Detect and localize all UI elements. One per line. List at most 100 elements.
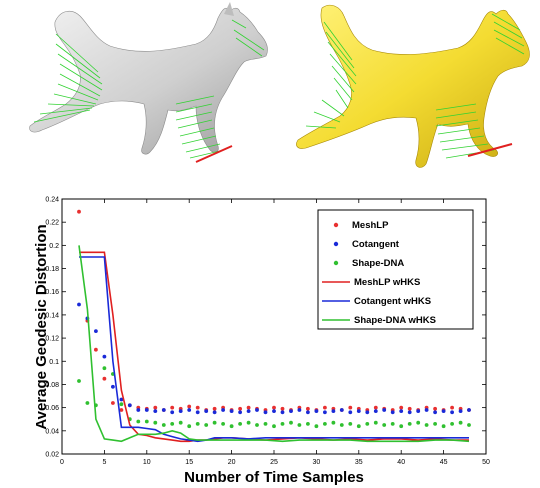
data-point-shape-dna	[441, 424, 446, 429]
data-point-shape-dna	[323, 422, 327, 426]
x-tick-label: 30	[313, 459, 321, 466]
data-point-cotangent	[272, 409, 276, 413]
data-point-shape-dna	[289, 420, 293, 425]
data-point-meshlp	[246, 405, 251, 410]
data-point-meshlp	[170, 405, 175, 410]
data-point-cotangent	[424, 408, 429, 412]
data-point-shape-dna	[229, 424, 234, 429]
data-point-cotangent	[441, 409, 446, 413]
series-line-meshlp-whks	[79, 251, 469, 443]
data-point-shape-dna	[136, 419, 141, 424]
data-point-shape-dna	[212, 420, 217, 425]
legend-label-shape-dna-whks: Shape-DNA wHKS	[354, 315, 436, 326]
x-tick-label: 45	[440, 459, 448, 466]
data-point-cotangent	[314, 409, 319, 413]
data-point-meshlp	[195, 405, 200, 410]
data-point-shape-dna	[339, 423, 344, 427]
geodesic-distortion-chart: 0 5 10 15 20 25 30 35 40 45 50 0.02 0.04 0.06 0.08 0.1 0…	[33, 197, 490, 487]
data-point-shape-dna	[365, 422, 370, 426]
data-point-cotangent	[382, 408, 387, 412]
data-point-shape-dna	[416, 420, 421, 425]
x-axis-title: Number of Time Samples	[184, 469, 364, 486]
y-tick-label: 0.06	[45, 405, 59, 412]
x-tick-label: 25	[270, 459, 278, 466]
data-point-meshlp	[94, 347, 98, 352]
data-point-cotangent	[136, 408, 141, 412]
data-point-meshlp	[433, 406, 437, 411]
data-point-meshlp	[280, 406, 285, 411]
data-point-shape-dna	[382, 423, 387, 427]
legend-label-cotangent: Cotangent	[352, 239, 400, 250]
data-point-cotangent	[390, 410, 395, 415]
data-point-cotangent	[221, 408, 226, 412]
data-point-cotangent	[373, 409, 378, 413]
yellow-dog-model-image	[296, 4, 530, 168]
y-tick-label: 0.22	[45, 220, 59, 227]
data-point-shape-dna	[458, 420, 463, 425]
data-point-shape-dna	[263, 422, 268, 426]
data-point-cotangent	[204, 409, 209, 413]
data-point-shape-dna	[424, 423, 429, 427]
data-point-shape-dna	[450, 422, 454, 426]
data-point-meshlp	[153, 405, 158, 410]
data-point-shape-dna	[373, 420, 378, 425]
x-tick-label: 5	[102, 459, 106, 466]
data-point-cotangent	[178, 409, 183, 413]
axis-ticks: 0 5 10 15 20 25 30 35 40 45 50 0.02 0.04 0.06 0.08 0.1 0…	[45, 197, 490, 467]
data-point-meshlp	[348, 405, 353, 410]
data-point-shape-dna	[119, 402, 124, 407]
data-point-cotangent	[144, 408, 149, 412]
series-layer	[77, 209, 471, 443]
data-point-meshlp	[373, 405, 378, 410]
data-point-shape-dna	[187, 424, 192, 429]
y-tick-label: 0.12	[45, 336, 59, 343]
legend-label-meshlp-whks: MeshLP wHKS	[354, 277, 420, 288]
grey-dog-correspondence-lines	[33, 19, 265, 159]
data-point-shape-dna	[314, 424, 319, 429]
data-point-shape-dna	[280, 422, 285, 426]
data-point-shape-dna	[356, 424, 361, 429]
data-point-cotangent	[458, 409, 463, 413]
data-point-cotangent	[348, 410, 353, 415]
data-point-shape-dna	[433, 422, 437, 426]
legend-label-cotangent-whks: Cotangent wHKS	[354, 296, 431, 307]
data-point-cotangent	[246, 409, 251, 413]
data-point-cotangent	[212, 410, 217, 415]
x-tick-label: 0	[60, 459, 64, 466]
data-point-shape-dna	[204, 423, 209, 427]
data-point-cotangent	[187, 408, 192, 412]
data-point-cotangent	[255, 408, 259, 412]
data-point-shape-dna	[467, 423, 471, 427]
data-point-shape-dna	[348, 422, 353, 426]
data-point-cotangent	[195, 410, 200, 415]
data-point-cotangent	[331, 409, 336, 413]
x-tick-label: 50	[482, 459, 490, 466]
data-point-cotangent	[280, 410, 285, 415]
data-point-meshlp	[187, 404, 192, 409]
data-point-cotangent	[127, 403, 132, 408]
yellow-dog-correspondence-lines	[305, 13, 525, 159]
data-point-meshlp	[407, 406, 412, 411]
y-tick-label: 0.14	[45, 312, 59, 319]
grey-dog-ear	[224, 2, 234, 16]
data-point-cotangent	[289, 409, 293, 413]
data-point-cotangent	[119, 397, 124, 402]
data-point-cotangent	[467, 408, 471, 412]
x-tick-label: 10	[143, 459, 151, 466]
grey-dog-model-image	[29, 2, 268, 163]
data-point-shape-dna	[399, 424, 404, 429]
data-point-meshlp	[111, 401, 115, 405]
data-point-shape-dna	[170, 422, 175, 426]
legend-label-meshlp: MeshLP	[352, 220, 389, 231]
data-point-shape-dna	[178, 420, 183, 425]
data-point-shape-dna	[238, 422, 243, 426]
legend-box	[317, 209, 474, 330]
data-point-shape-dna	[272, 424, 276, 429]
data-point-cotangent	[170, 410, 175, 415]
data-point-cotangent	[416, 409, 421, 413]
grey-dog-highlight	[195, 145, 233, 163]
series-line-shape-dna-whks	[78, 245, 470, 443]
data-point-cotangent	[450, 410, 454, 415]
data-point-shape-dna	[407, 422, 412, 426]
data-point-cotangent	[111, 384, 115, 389]
